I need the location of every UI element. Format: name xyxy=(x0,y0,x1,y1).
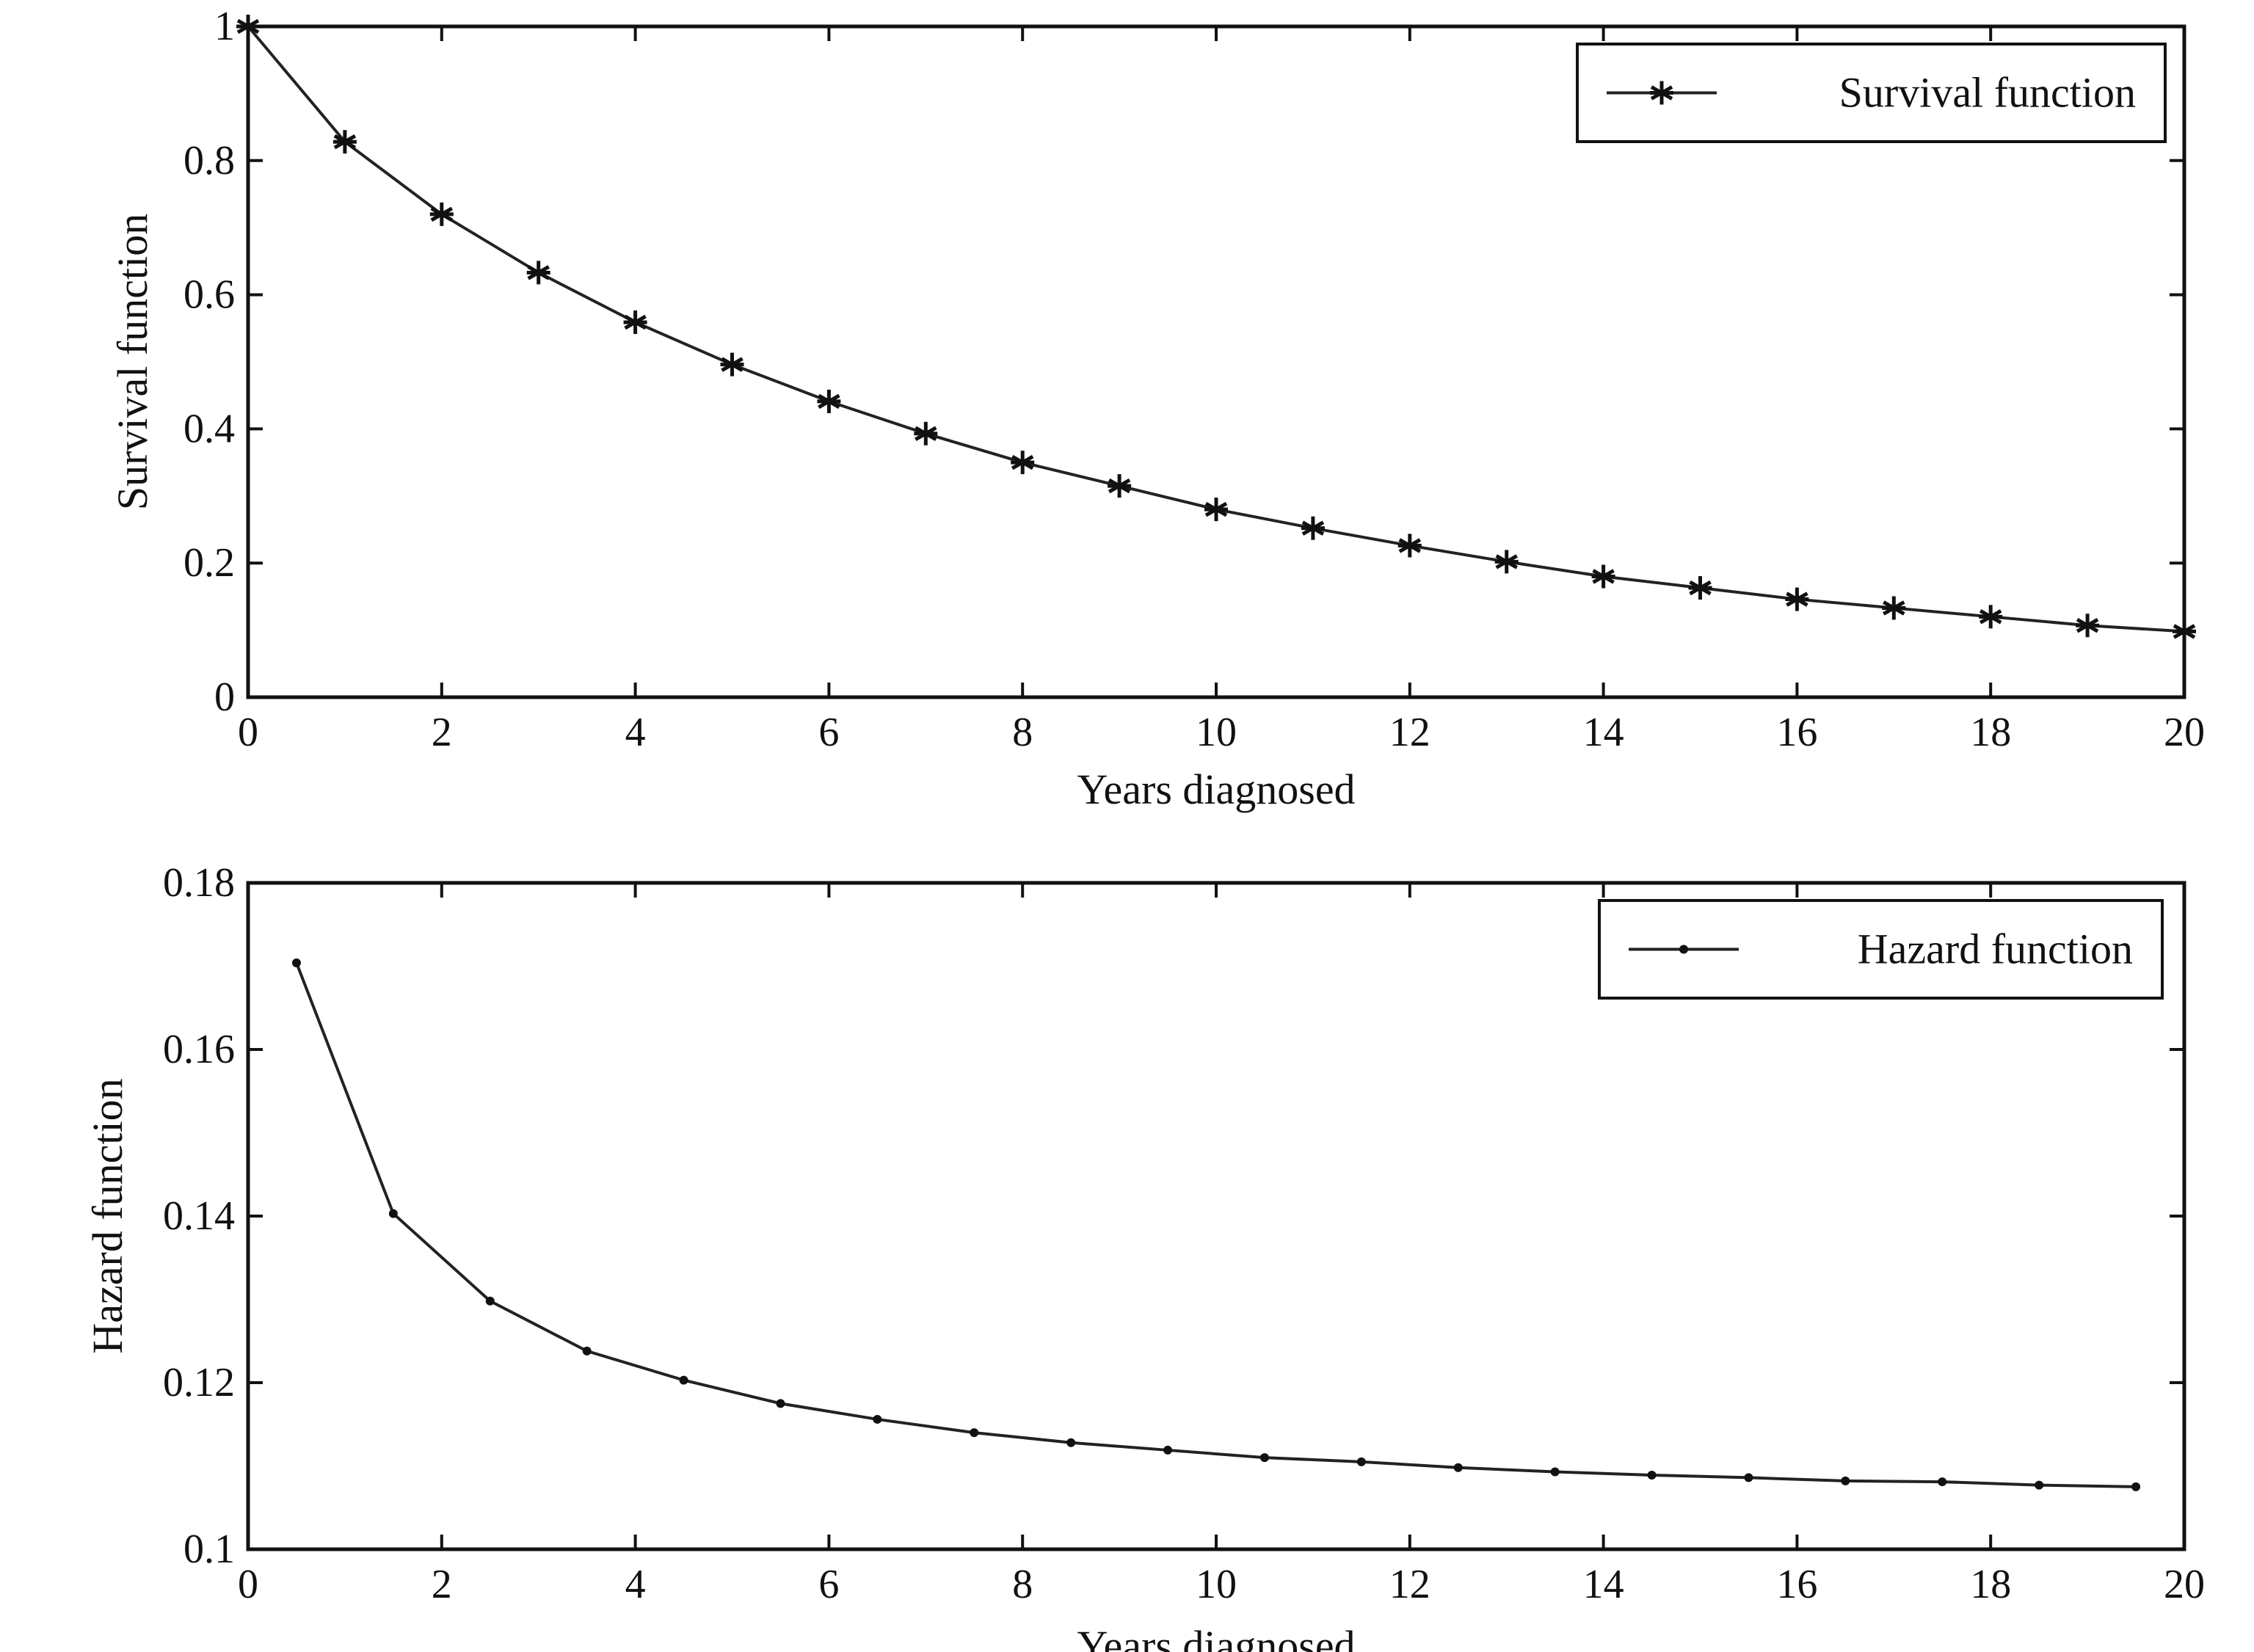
y-tick-label: 1 xyxy=(214,4,235,49)
legend-label: Hazard function xyxy=(1858,925,2133,973)
x-tick-label: 18 xyxy=(1970,1562,2011,1607)
data-point xyxy=(1494,550,1519,574)
y-tick-label: 0.14 xyxy=(163,1193,235,1239)
data-point xyxy=(291,958,301,967)
survival-x-axis-label: Years diagnosed xyxy=(1077,765,1355,813)
data-point xyxy=(2173,619,2196,644)
data-point xyxy=(1453,1463,1463,1472)
data-point xyxy=(2131,1482,2141,1491)
y-tick-label: 0.16 xyxy=(163,1027,235,1072)
x-tick-label: 10 xyxy=(1196,710,1237,755)
x-tick-label: 16 xyxy=(1776,710,1817,755)
data-point xyxy=(582,1346,592,1356)
x-tick-label: 14 xyxy=(1583,710,1624,755)
survival-y-axis-label: Survival function xyxy=(109,214,156,510)
x-tick-label: 2 xyxy=(432,710,452,755)
legend-label: Survival function xyxy=(1839,69,2136,117)
x-tick-label: 12 xyxy=(1389,1562,1430,1607)
hazard-y-axis-label: Hazard function xyxy=(84,1078,131,1353)
y-tick-label: 0.12 xyxy=(163,1360,235,1405)
x-tick-label: 18 xyxy=(1970,710,2011,755)
y-tick-label: 0.2 xyxy=(183,540,235,586)
data-point xyxy=(332,130,357,154)
x-tick-label: 8 xyxy=(1012,710,1033,755)
data-point xyxy=(1108,474,1132,498)
data-point xyxy=(1550,1467,1560,1477)
data-point xyxy=(1011,451,1035,475)
data-point xyxy=(776,1399,785,1408)
data-point xyxy=(1882,596,1906,620)
y-tick-label: 0.4 xyxy=(183,406,235,451)
data-point xyxy=(1841,1476,1850,1485)
data-point xyxy=(1397,534,1422,558)
x-tick-label: 10 xyxy=(1196,1562,1237,1607)
legend-marker xyxy=(1679,945,1688,954)
data-point xyxy=(873,1414,882,1424)
x-tick-label: 0 xyxy=(238,1562,258,1607)
x-tick-label: 8 xyxy=(1012,1562,1033,1607)
hazard-chart: Years diagnosed Hazard function 0 2 4 6 8 10 1… xyxy=(84,860,2205,1652)
data-point xyxy=(388,1209,398,1218)
x-tick-label: 2 xyxy=(432,1562,452,1607)
x-tick-label: 12 xyxy=(1389,710,1430,755)
data-point xyxy=(1356,1457,1366,1466)
data-point xyxy=(485,1296,495,1306)
data-point xyxy=(679,1375,688,1385)
x-tick-label: 20 xyxy=(2164,710,2205,755)
x-tick-label: 6 xyxy=(818,1562,839,1607)
x-tick-label: 14 xyxy=(1583,1562,1624,1607)
survival-chart: Years diagnosed Survival function 0 2 4 6 8 1… xyxy=(109,4,2205,813)
x-tick-label: 6 xyxy=(818,710,839,755)
x-tick-label: 4 xyxy=(625,1562,646,1607)
x-tick-label: 4 xyxy=(625,710,646,755)
data-point xyxy=(1688,576,1712,600)
data-point xyxy=(970,1428,979,1438)
y-tick-label: 0.6 xyxy=(183,272,235,318)
data-point xyxy=(1938,1477,1947,1487)
data-point xyxy=(236,15,260,38)
series-line xyxy=(295,962,2137,1488)
data-point xyxy=(817,389,841,413)
data-point xyxy=(526,261,550,285)
y-tick-label: 0.18 xyxy=(163,860,235,906)
data-point xyxy=(1259,1453,1269,1463)
data-point xyxy=(914,421,938,445)
data-point xyxy=(1591,564,1615,589)
data-point xyxy=(720,352,744,376)
data-point xyxy=(1785,587,1809,611)
data-point xyxy=(1744,1473,1753,1482)
x-tick-label: 0 xyxy=(238,710,258,755)
data-point xyxy=(1163,1445,1173,1455)
data-point xyxy=(623,310,647,335)
data-point xyxy=(1204,498,1228,522)
data-point xyxy=(2035,1480,2044,1490)
y-tick-label: 0.8 xyxy=(183,138,235,183)
x-tick-label: 16 xyxy=(1776,1562,1817,1607)
data-point xyxy=(2076,614,2100,638)
data-point xyxy=(1647,1470,1657,1480)
x-tick-label: 20 xyxy=(2164,1562,2205,1607)
data-point xyxy=(429,202,454,226)
data-point xyxy=(1301,516,1325,540)
y-tick-label: 0 xyxy=(214,674,235,720)
y-tick-label: 0.1 xyxy=(183,1527,235,1572)
hazard-x-axis-label: Years diagnosed xyxy=(1077,1622,1355,1652)
data-point xyxy=(1979,605,2003,629)
data-point xyxy=(1066,1438,1076,1447)
